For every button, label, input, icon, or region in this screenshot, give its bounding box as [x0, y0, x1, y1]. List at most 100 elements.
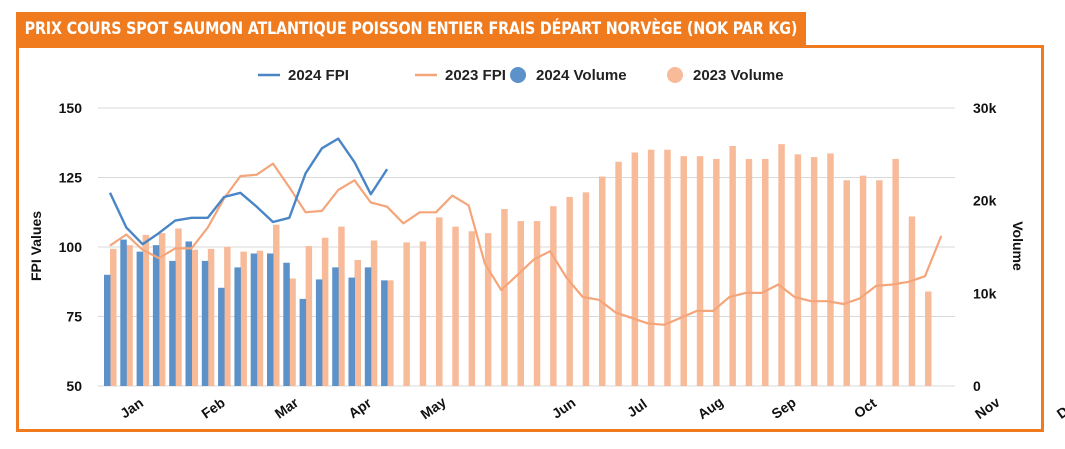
y-tick-label: 100: [59, 239, 83, 255]
bar-2024-volume: [364, 267, 372, 386]
bar-2023-volume: [191, 249, 198, 386]
legend-dot-swatch: [510, 67, 526, 83]
bar-2023-volume: [273, 224, 280, 386]
month-label: Jul: [624, 396, 650, 421]
bar-2023-volume: [305, 246, 313, 386]
bar-2024-volume: [152, 245, 160, 386]
bar-2023-volume: [908, 216, 916, 386]
bar-2024-volume: [299, 298, 307, 386]
bar-2023-volume: [256, 250, 264, 386]
month-label: Jun: [549, 394, 579, 421]
legend-label: 2023 Volume: [693, 67, 784, 84]
bar-2024-volume: [348, 277, 355, 386]
bar-2023-volume: [566, 196, 573, 386]
bar-2023-volume: [680, 156, 687, 386]
bar-2023-volume: [827, 153, 834, 386]
bar-2023-volume: [403, 242, 410, 386]
bar-2024-volume: [267, 253, 274, 386]
bar-2023-volume: [843, 180, 850, 386]
bar-2024-volume: [218, 287, 225, 386]
bar-2023-volume: [110, 248, 117, 386]
bar-2023-volume: [158, 233, 166, 386]
y-tick-label: 50: [66, 378, 82, 394]
bar-2024-volume: [169, 260, 176, 386]
line-2024-fpi: [108, 137, 389, 246]
bar-2023-volume: [762, 158, 769, 386]
bar-2023-volume: [599, 176, 606, 386]
y-tick-label: 125: [59, 170, 83, 186]
month-label: May: [417, 393, 449, 422]
bar-2023-volume: [859, 175, 867, 386]
y2-tick-label: 20k: [973, 193, 997, 209]
month-label: Mar: [272, 394, 302, 422]
bar-2023-volume: [810, 157, 818, 386]
bar-2023-volume: [582, 192, 590, 386]
legend-label: 2023 FPI: [445, 67, 506, 84]
y2-tick-label: 0: [973, 378, 981, 394]
month-label: Dec: [1054, 394, 1065, 422]
left-axis-ticks: 50 75 100 125 150: [59, 100, 83, 394]
legend: 2024 FPI 2023 FPI 2024 Volume 2023 Volume: [258, 67, 784, 84]
bar-2024-volume: [104, 274, 111, 386]
legend-label: 2024 Volume: [536, 67, 627, 84]
y-axis-label: FPI Values: [28, 211, 44, 281]
month-label: Sep: [768, 394, 798, 422]
bar-2023-volume: [354, 259, 361, 386]
series-2024-volume: [104, 239, 388, 386]
bar-2023-volume: [387, 280, 394, 386]
bar-2023-volume: [224, 247, 231, 386]
chart-title: PRIX COURS SPOT SAUMON ATLANTIQUE POISSO…: [16, 12, 806, 46]
line-2023-fpi: [109, 162, 943, 326]
bar-2023-volume: [647, 149, 655, 386]
bar-2023-volume: [175, 228, 182, 386]
bar-2024-volume: [136, 251, 144, 386]
y-tick-label: 75: [66, 309, 82, 325]
bar-2024-volume: [250, 253, 258, 386]
bar-2023-volume: [468, 231, 476, 386]
bar-2024-volume: [283, 262, 290, 386]
bar-2023-volume: [207, 248, 215, 386]
bar-2024-volume: [234, 267, 241, 386]
bar-2023-volume: [713, 158, 720, 386]
bar-2023-volume: [240, 251, 247, 386]
bar-2023-volume: [876, 180, 883, 386]
legend-dot-swatch: [667, 67, 683, 83]
bar-2023-volume: [452, 226, 459, 386]
month-label: Jan: [117, 394, 146, 421]
chart-frame: [16, 45, 1044, 432]
bar-2023-volume: [533, 221, 541, 386]
month-label: Nov: [972, 394, 1003, 422]
bar-2023-volume: [289, 278, 296, 386]
bar-2023-volume: [370, 240, 378, 386]
bar-2024-volume: [185, 241, 192, 386]
month-label: Aug: [694, 394, 725, 423]
bar-2023-volume: [925, 291, 932, 386]
bar-2023-volume: [338, 226, 345, 386]
bar-2023-volume: [778, 144, 785, 386]
bar-2023-volume: [631, 152, 639, 386]
month-axis-ticks: Jan Feb Mar Apr May Jun Jul Aug Sep Oct Nov Dec: [117, 393, 1065, 422]
series-2023-volume: [110, 144, 932, 386]
fpi-lines: [108, 137, 943, 326]
bar-2024-volume: [201, 260, 209, 386]
bar-2023-volume: [501, 209, 508, 386]
month-label: Apr: [345, 394, 374, 421]
bar-2023-volume: [142, 234, 150, 386]
bar-2024-volume: [120, 239, 127, 386]
bar-2023-volume: [321, 237, 329, 386]
bar-2023-volume: [729, 145, 736, 386]
bar-2023-volume: [126, 245, 133, 386]
y-tick-label: 150: [59, 100, 83, 116]
bar-2023-volume: [484, 233, 492, 386]
bar-2023-volume: [615, 161, 622, 386]
bar-2023-volume: [664, 149, 671, 386]
y2-axis-label: Volume: [1010, 221, 1026, 271]
bar-2024-volume: [381, 280, 388, 386]
bar-2023-volume: [745, 158, 753, 386]
bar-2023-volume: [517, 221, 524, 386]
legend-label: 2024 FPI: [288, 67, 349, 84]
y2-tick-label: 30k: [973, 100, 997, 116]
bar-2023-volume: [419, 241, 427, 386]
bar-2024-volume: [315, 279, 323, 386]
